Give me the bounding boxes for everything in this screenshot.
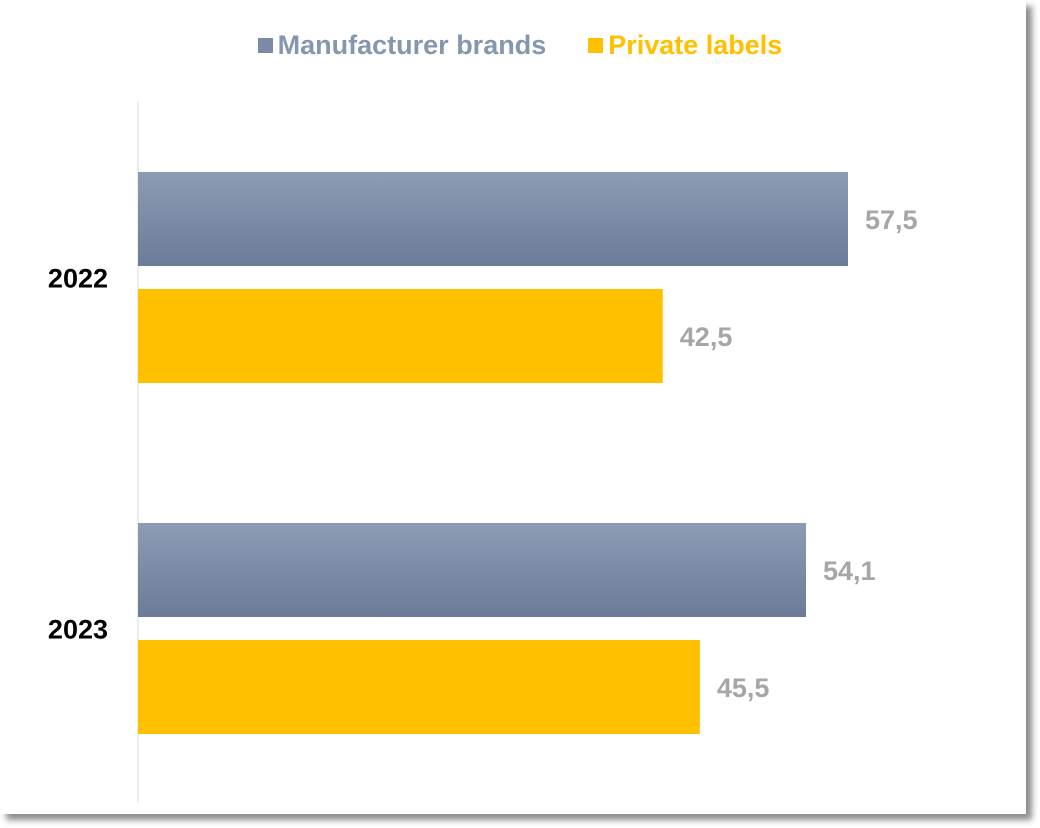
legend-label-private-labels: Private labels <box>608 30 783 60</box>
category-label-2023: 2023 <box>48 615 108 645</box>
data-label-private-labels-2023: 45,5 <box>717 673 770 703</box>
data-label-private-labels-2022: 42,5 <box>680 322 733 352</box>
data-label-manufacturer-brands-2023: 54,1 <box>823 556 876 586</box>
legend: Manufacturer brands Private labels <box>0 30 1040 61</box>
legend-swatch-manufacturer-brands <box>257 38 273 53</box>
bar-private-labels-2022 <box>138 289 663 383</box>
bar-manufacturer-brands-2022 <box>138 172 848 266</box>
bar-private-labels-2023 <box>138 640 700 734</box>
category-label-2022: 2022 <box>48 264 108 294</box>
legend-swatch-private-labels <box>588 38 604 53</box>
bar-manufacturer-brands-2023 <box>138 523 807 617</box>
bars-layer: 57,5 42,5 2022 54,1 45,5 2023 <box>48 172 918 734</box>
legend-item-private-labels: Private labels <box>588 30 782 61</box>
legend-item-manufacturer-brands: Manufacturer brands <box>257 30 547 61</box>
legend-label-manufacturer-brands: Manufacturer brands <box>277 30 547 60</box>
data-label-manufacturer-brands-2022: 57,5 <box>865 205 918 235</box>
